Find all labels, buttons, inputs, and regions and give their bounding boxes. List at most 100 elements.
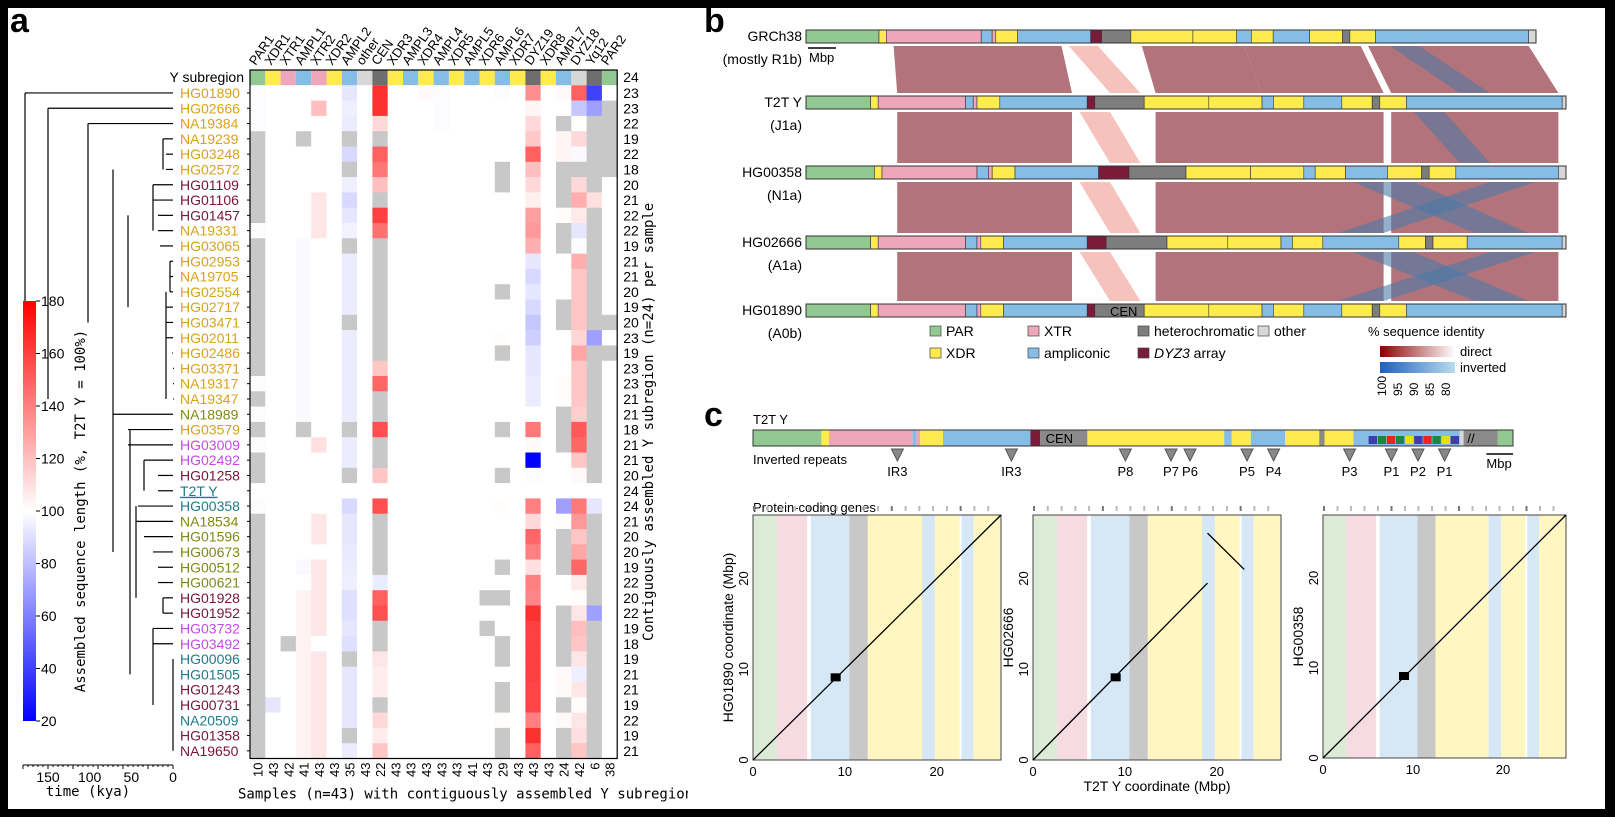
heatmap-cell: [341, 467, 358, 484]
sample-count: 21: [623, 391, 639, 407]
heatmap-cell: [494, 223, 511, 239]
heatmap-cell: [250, 406, 266, 423]
heatmap-cell: [448, 85, 465, 101]
track-frame: [805, 165, 1567, 180]
alignment-line: [1032, 582, 1208, 761]
heatmap-cell: [265, 100, 281, 117]
heatmap-cell: [372, 697, 388, 713]
heatmap-cell: [433, 177, 450, 193]
heatmap-cell: [571, 574, 587, 591]
heatmap-cell: [479, 360, 496, 377]
alignment-line: [752, 514, 1002, 761]
heatmap-cell: [357, 253, 373, 270]
x-tick-label: 10: [1118, 764, 1132, 779]
heatmap-cell: [326, 177, 343, 193]
heatmap-cell: [357, 161, 373, 178]
heatmap-cell: [464, 284, 480, 300]
heatmap-cell: [510, 161, 526, 178]
heatmap-cell: [326, 682, 343, 698]
heatmap-cell: [601, 498, 618, 514]
heatmap-cell: [525, 452, 541, 469]
heatmap-cell: [540, 697, 557, 713]
heatmap-cell: [250, 421, 266, 438]
heatmap-cell: [326, 100, 343, 117]
heatmap-cell: [372, 605, 388, 622]
heatmap-cell: [418, 529, 434, 545]
heatmap-cell: [280, 636, 297, 652]
heatmap-cell: [479, 544, 496, 560]
heatmap-cell: [601, 483, 618, 499]
heatmap-cell: [280, 605, 297, 622]
heatmap-cell: [433, 513, 450, 530]
heatmap-cell: [494, 115, 511, 132]
synteny-ribbon-direct: [897, 182, 1072, 233]
heatmap-cell: [357, 207, 373, 224]
heatmap-cell: [326, 192, 343, 208]
gene-tick: [1404, 506, 1406, 511]
heatmap-cell: [433, 314, 450, 331]
heatmap-cell: [510, 406, 526, 423]
heatmap-cell: [265, 682, 281, 698]
heatmap-cell: [418, 131, 434, 147]
heatmap-cell: [510, 223, 526, 239]
heatmap-cell: [510, 345, 526, 361]
heatmap-cell: [311, 743, 327, 759]
sample-label: HG02011: [180, 330, 239, 346]
track-segment-ampliconic: [943, 430, 1031, 446]
heatmap-cell: [418, 192, 434, 208]
sample-count: 23: [623, 330, 639, 346]
heatmap-cell: [586, 697, 603, 713]
heatmap-cell: [265, 238, 281, 254]
heatmap-cell: [265, 330, 281, 346]
heatmap-cell: [403, 421, 419, 438]
heatmap-cell: [556, 651, 572, 667]
gene-tick: [1498, 506, 1501, 511]
track-segment-PAR: [805, 29, 880, 44]
heatmap-cell: [418, 620, 434, 637]
sample-count: 20: [623, 590, 639, 606]
heatmap-cell: [586, 620, 603, 637]
heatmap-cell: [265, 498, 281, 514]
heatmap-cell: [326, 605, 343, 622]
heatmap-cell: [525, 421, 541, 438]
heatmap-cell: [586, 483, 603, 499]
heatmap-cell: [250, 146, 266, 163]
heatmap-cell: [341, 483, 358, 499]
heatmap-cell: [403, 697, 419, 713]
heatmap-cell: [280, 743, 297, 759]
sample-label: HG00096: [180, 651, 240, 667]
column-type-swatch: [510, 70, 526, 86]
track-segment-XDR: [980, 303, 1004, 318]
heatmap-cell: [341, 284, 358, 300]
track-segment-DYZ3: [1086, 303, 1096, 318]
heatmap-cell: [265, 712, 281, 729]
heatmap-cell: [433, 238, 450, 254]
track-segment-heterochromatic: [1421, 165, 1430, 180]
track-segment-other: [1561, 235, 1567, 250]
gene-tick: [1525, 506, 1528, 511]
heatmap-cell: [403, 376, 419, 392]
heatmap-cell: [571, 299, 587, 316]
heatmap-cell: [448, 223, 465, 239]
heatmap-cell: [556, 360, 572, 377]
heatmap-cell: [311, 376, 327, 392]
heatmap-cell: [357, 238, 373, 254]
heatmap-cell: [326, 238, 343, 254]
gene-tick: [1115, 506, 1118, 511]
identity-tick-label: 85: [1423, 382, 1437, 396]
heatmap-cell: [403, 360, 419, 377]
heatmap-cell: [341, 391, 358, 407]
legend-label: PAR: [946, 323, 974, 339]
heatmap-cell: [479, 284, 496, 300]
heatmap-cell: [311, 513, 327, 530]
heatmap-cell: [295, 544, 312, 560]
heatmap-cell: [479, 100, 496, 117]
heatmap-cell: [525, 299, 541, 316]
column-count: 24: [557, 763, 572, 777]
dotplot-ylabel: HG00358: [1290, 606, 1306, 666]
heatmap-cell: [571, 727, 587, 744]
heatmap-cell: [250, 452, 266, 469]
heatmap-cell: [540, 743, 557, 759]
track-segment-heterochromatic: [1040, 430, 1088, 446]
heatmap-cell: [387, 498, 404, 514]
